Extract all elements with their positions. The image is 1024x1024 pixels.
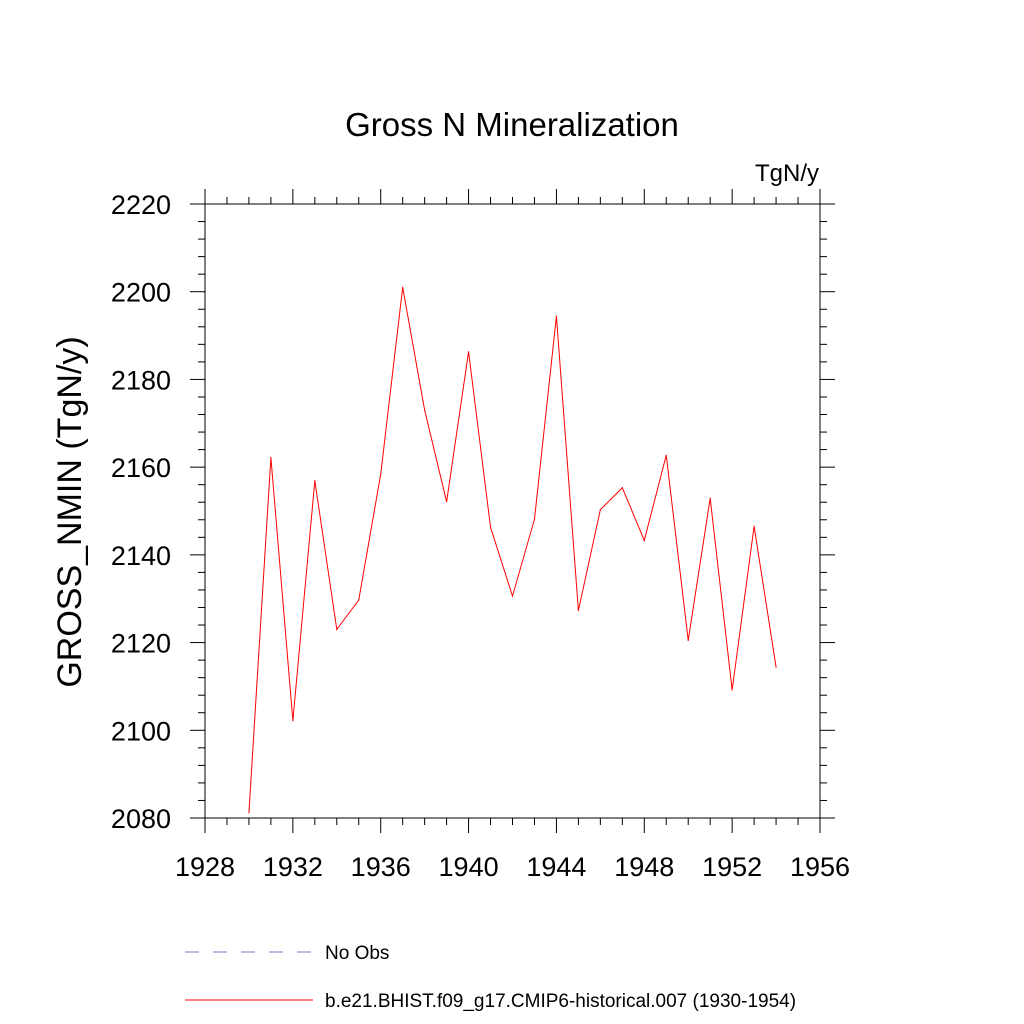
data-point (643, 539, 645, 541)
y-tick-label: 2080 (111, 804, 171, 834)
series-line (248, 287, 777, 813)
data-point (270, 456, 272, 459)
y-tick-label: 2140 (111, 541, 171, 571)
data-point (336, 628, 338, 631)
y-tick-label: 2200 (111, 278, 171, 308)
data-point (577, 609, 579, 612)
y-tick-label: 2220 (111, 190, 171, 220)
plot-frame (204, 203, 821, 819)
data-point (248, 812, 250, 814)
x-tick-label: 1928 (175, 852, 235, 882)
data-point (533, 518, 536, 520)
data-point (599, 509, 601, 511)
data-point (775, 666, 777, 668)
data-point (489, 526, 492, 528)
data-point (424, 409, 426, 411)
data-point (292, 720, 294, 722)
legend-label: b.e21.BHIST.f09_g17.CMIP6-historical.007… (325, 991, 796, 1012)
data-point (358, 599, 360, 601)
y-tick-label: 2180 (111, 365, 171, 395)
x-tick-label: 1948 (614, 852, 674, 882)
y-tick-label: 2120 (111, 629, 171, 659)
x-tick-label: 1936 (351, 852, 411, 882)
data-point (446, 501, 448, 503)
data-point (665, 454, 667, 456)
y-tick-label: 2100 (111, 716, 171, 746)
data-point (621, 487, 623, 489)
data-point (467, 351, 470, 353)
y-axis-label: GROSS_NMIN (TgN/y) (51, 336, 89, 687)
x-tick-label: 1940 (439, 852, 499, 882)
data-point (709, 497, 711, 499)
data-point (380, 473, 382, 475)
x-tick-label: 1956 (790, 852, 850, 882)
x-tick-label: 1944 (526, 852, 586, 882)
data-point (555, 315, 558, 317)
data-point (687, 639, 689, 641)
x-tick-label: 1952 (702, 852, 762, 882)
y-tick-label: 2160 (111, 453, 171, 483)
data-point (731, 689, 733, 691)
data-point (753, 525, 755, 527)
x-tick-label: 1932 (263, 852, 323, 882)
data-point (314, 480, 316, 482)
units-label: TgN/y (755, 160, 819, 187)
chart-title: Gross N Mineralization (345, 106, 679, 143)
data-point (511, 595, 514, 597)
legend-label: No Obs (325, 943, 389, 964)
data-point (402, 286, 404, 288)
